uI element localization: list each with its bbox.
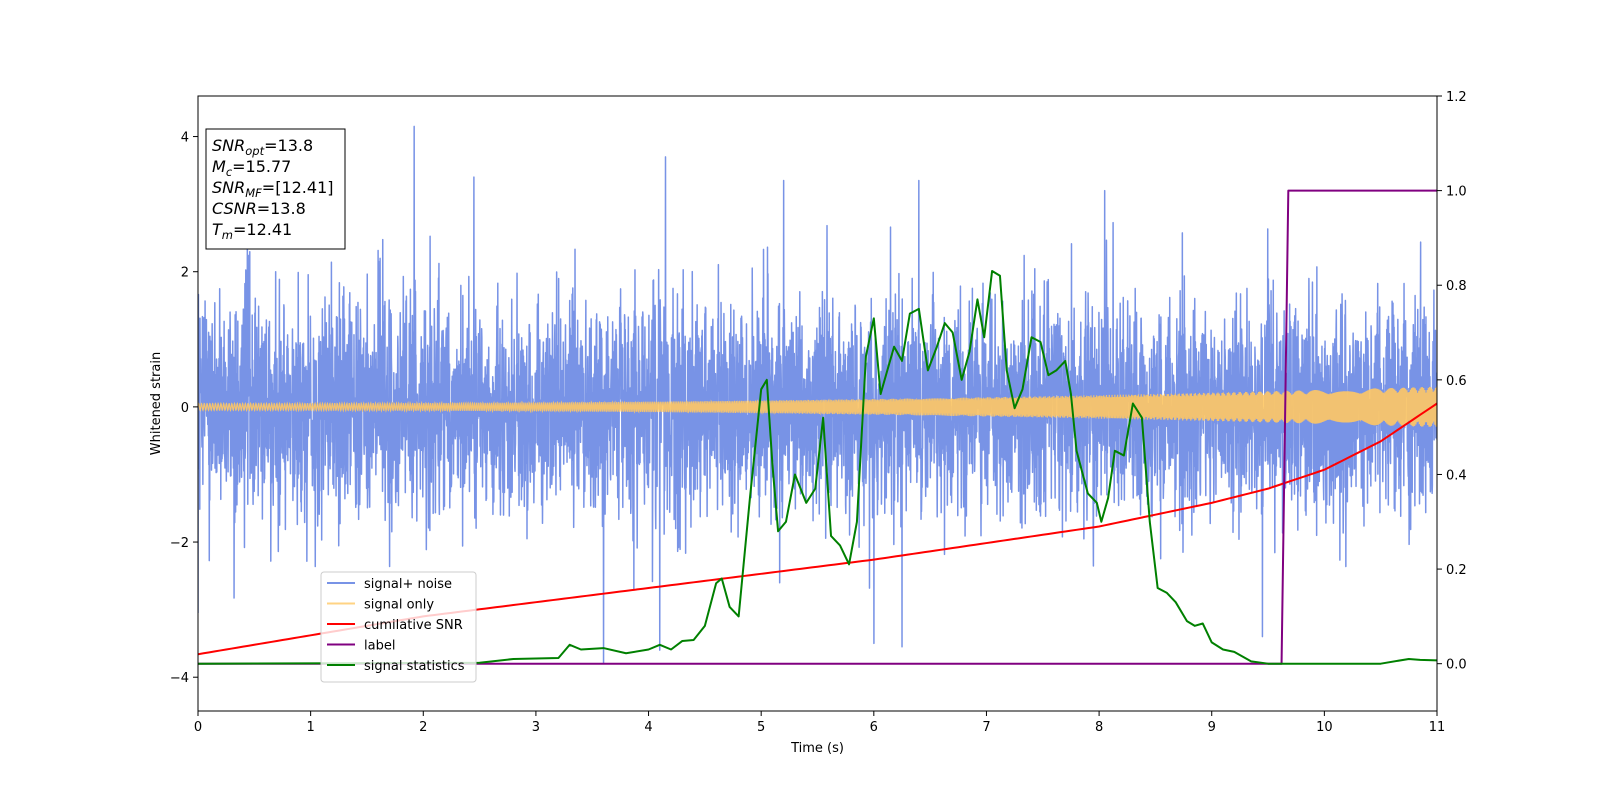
x-tick-label: 3 [532, 720, 540, 735]
info-box: SNRopt=13.8Mc=15.77SNRMF=[12.41]CSNR=13.… [205, 128, 346, 250]
info-line: SNRMF=[12.41] [212, 178, 334, 200]
y-right-tick-label: 0.2 [1446, 563, 1467, 578]
legend-label: label [364, 639, 395, 654]
y-left-tick-label: 4 [181, 131, 189, 146]
x-tick-label: 11 [1429, 720, 1446, 735]
series-signal-noise [198, 125, 1437, 665]
info-line: Tm=12.41 [212, 220, 292, 242]
y-left-tick-label: 0 [181, 401, 189, 416]
legend: signal+ noise signal only cumilative SNR la… [320, 571, 477, 683]
y-axis-label: Whitened strain [149, 352, 164, 455]
y-left-tick-label: −2 [170, 536, 189, 551]
legend-label: signal statistics [364, 659, 465, 674]
x-tick-label: 7 [982, 720, 990, 735]
y-right-tick-label: 0.0 [1446, 658, 1467, 673]
legend-box [320, 571, 477, 683]
plot-frame [197, 95, 1438, 712]
info-line: CSNR=13.8 [212, 199, 306, 218]
info-line: Mc=15.77 [212, 157, 291, 179]
legend-label: signal+ noise [364, 577, 452, 592]
y-right-tick-label: 0.4 [1446, 468, 1467, 483]
x-tick-label: 2 [419, 720, 427, 735]
x-tick-label: 9 [1208, 720, 1216, 735]
y-left-tick-label: −4 [170, 671, 189, 686]
series-label [198, 189, 1437, 665]
y-right-tick-label: 0.8 [1446, 279, 1467, 294]
x-tick-label: 6 [870, 720, 878, 735]
series-signal-statistics [198, 270, 1437, 665]
x-tick-label: 8 [1095, 720, 1103, 735]
info-line: SNRopt=13.8 [212, 136, 313, 158]
x-tick-label: 5 [757, 720, 765, 735]
y-right-tick-label: 1.0 [1446, 185, 1467, 200]
x-tick-label: 10 [1316, 720, 1333, 735]
y-left-tick-label: 2 [181, 266, 189, 281]
series-signal-only [198, 386, 1437, 427]
x-axis-label: Time (s) [790, 741, 844, 756]
axes: 0 1 2 3 4 5 6 7 8 9 10 11 −4 −2 0 2 4 0.0 0.2 0.4 0.6 0.8 1.0 1… [149, 90, 1467, 756]
x-tick-label: 0 [194, 720, 202, 735]
info-box-frame [205, 128, 346, 250]
x-tick-label: 4 [644, 720, 652, 735]
y-right-tick-label: 1.2 [1446, 90, 1467, 105]
legend-label: cumilative SNR [364, 618, 463, 633]
x-tick-label: 1 [306, 720, 314, 735]
legend-label: signal only [364, 598, 434, 613]
y-right-tick-label: 0.6 [1446, 374, 1467, 389]
